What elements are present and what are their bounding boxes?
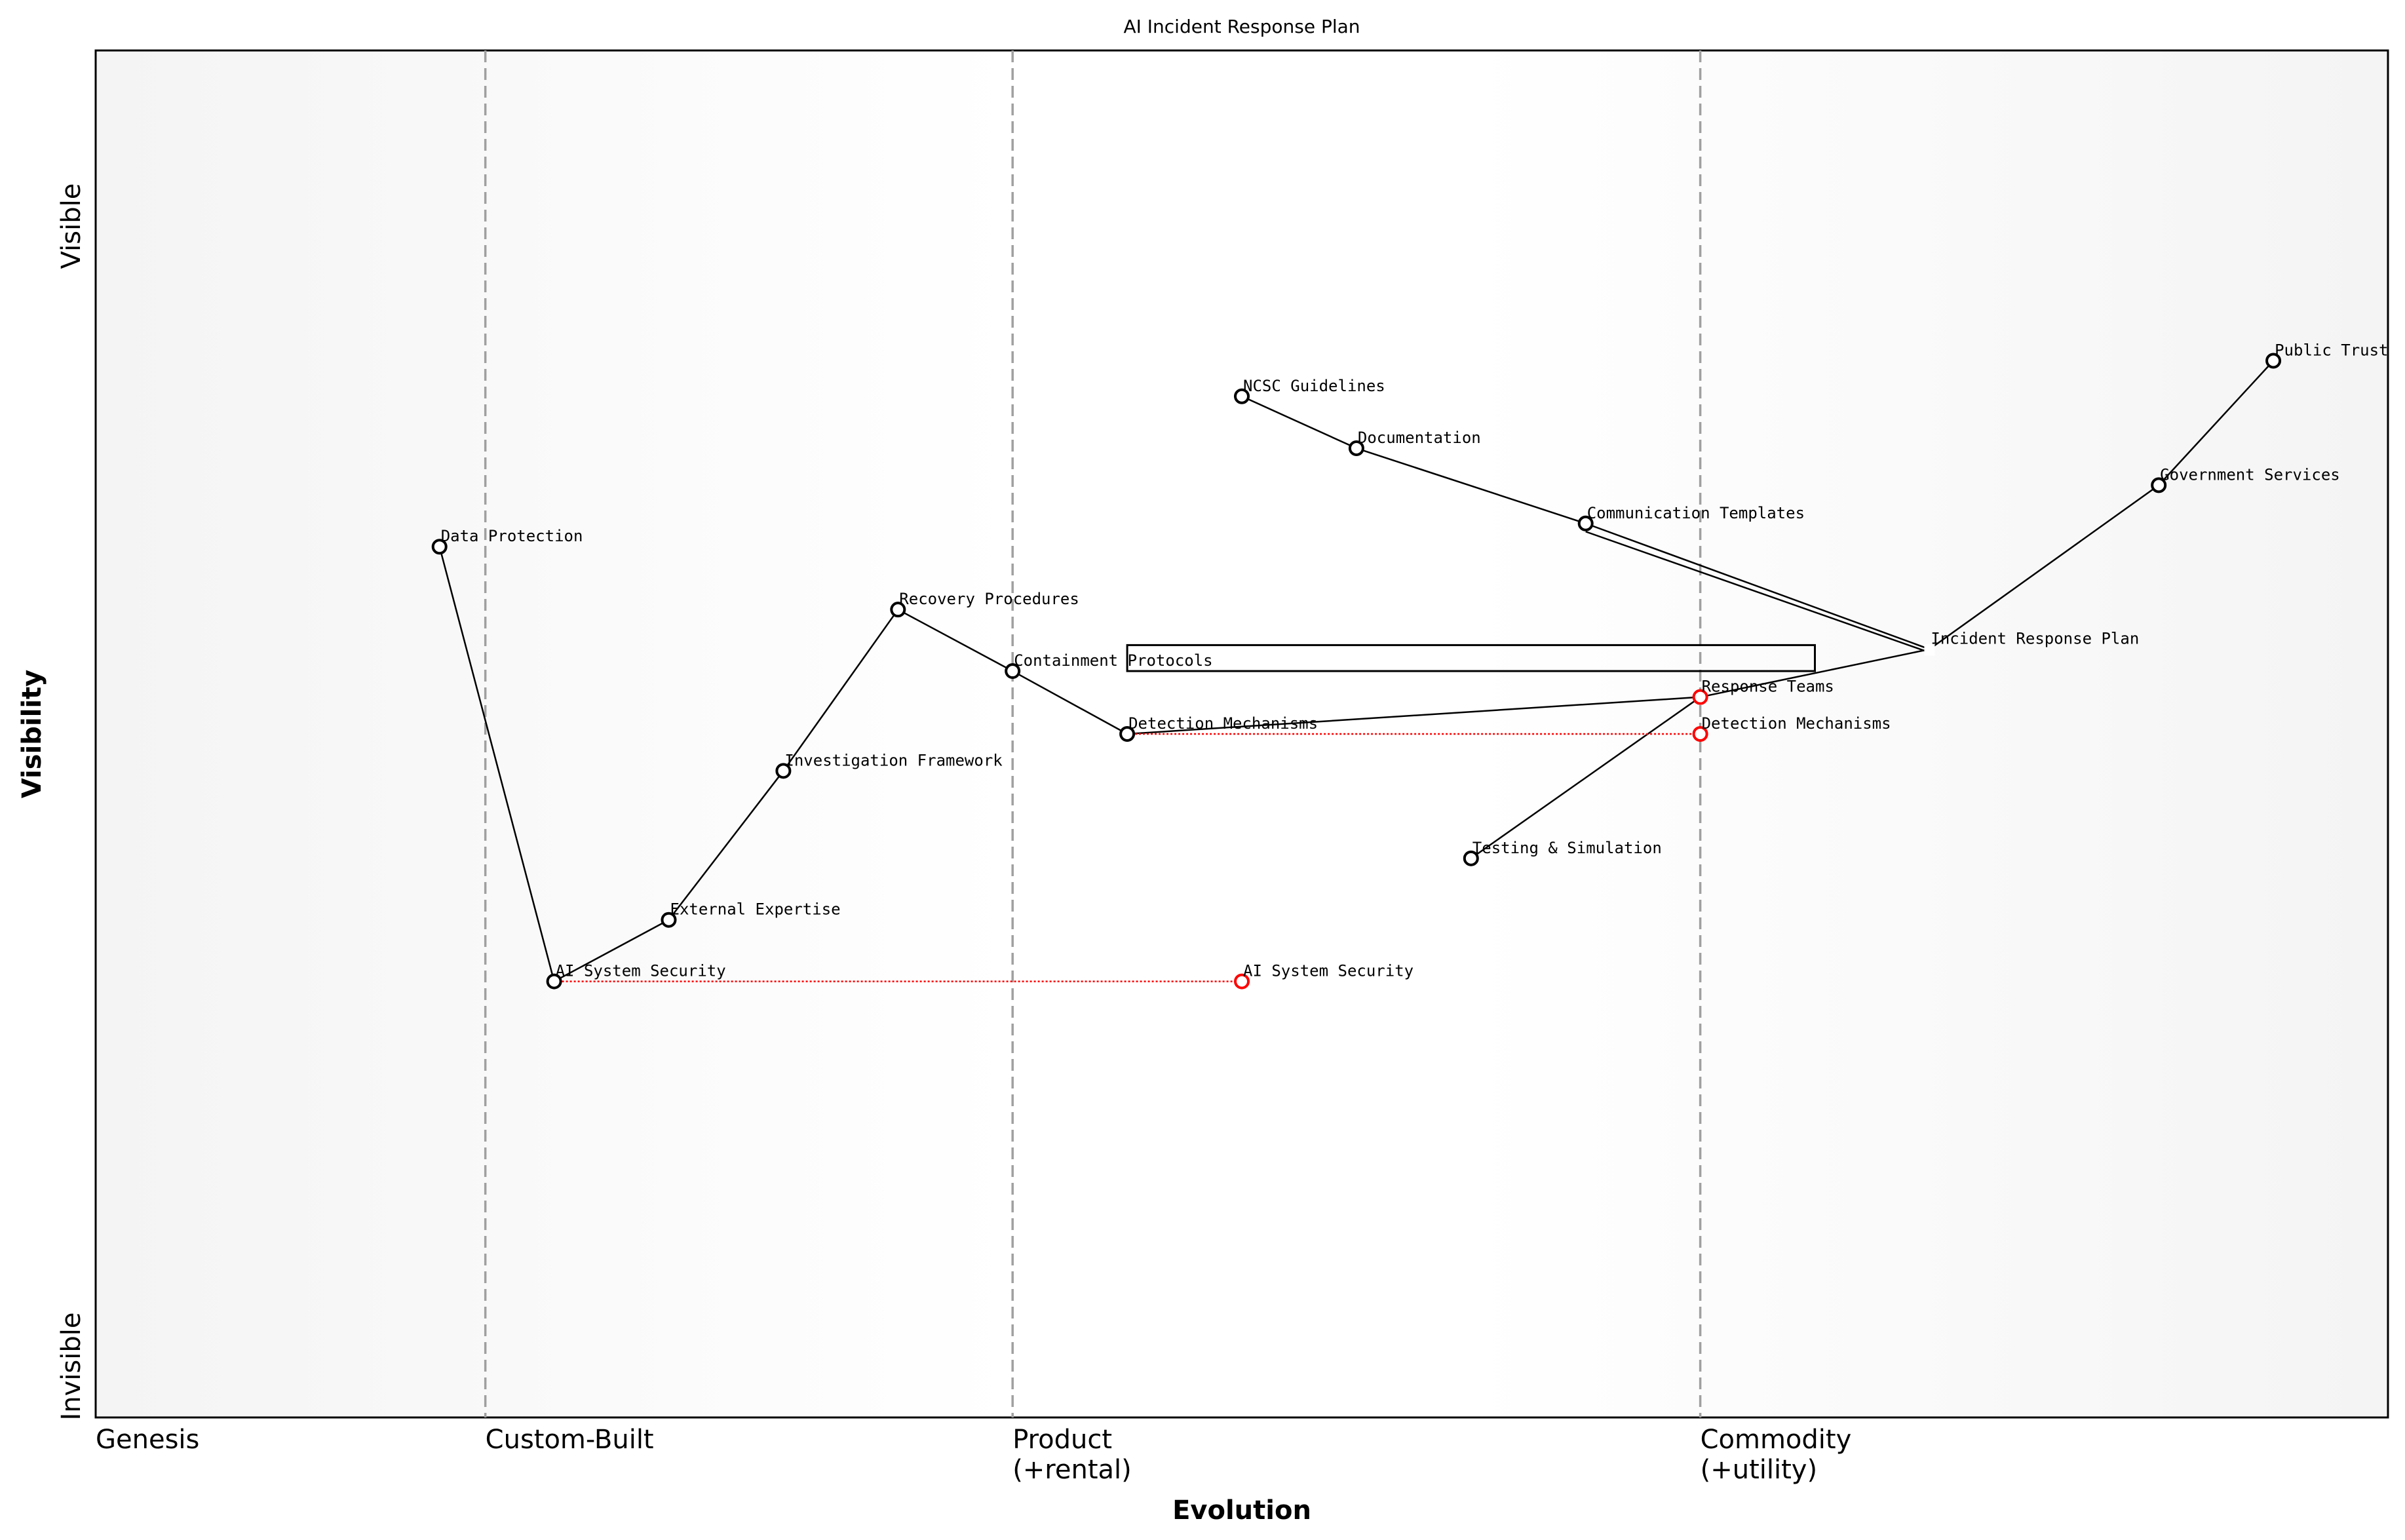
- component-marker: [1348, 440, 1364, 457]
- link-recovery-procedures-investigation-framework: [782, 609, 899, 772]
- component-marker: [2265, 353, 2282, 369]
- component-label: Recovery Procedures: [899, 590, 1079, 608]
- component-marker: [1692, 726, 1708, 742]
- link-incident-response-plan-communication-templates: [1585, 531, 1930, 653]
- component-label: Government Services: [2160, 465, 2340, 484]
- component-containment-protocols[interactable]: Containment Protocols: [1005, 651, 1213, 680]
- component-ai-system-security-evolved[interactable]: AI System Security: [1234, 962, 1414, 990]
- link-response-teams-detection-mechanisms: [1127, 696, 1701, 735]
- component-label: Public Trust: [2275, 341, 2388, 360]
- component-label: AI System Security: [1243, 962, 1414, 980]
- link-incident-response-plan-communication-templates: [1585, 522, 1930, 650]
- component-label: Testing & Simulation: [1472, 839, 1662, 857]
- component-marker: [431, 539, 448, 555]
- component-communication-templates[interactable]: Communication Templates: [1577, 504, 1805, 531]
- component-external-expertise[interactable]: External Expertise: [661, 900, 841, 928]
- component-label: Investigation Framework: [784, 751, 1003, 769]
- component-incident-response-plan[interactable]: Incident Response Plan: [1924, 630, 2139, 656]
- component-marker: [775, 763, 792, 779]
- link-ai-system-security-data-protection: [438, 546, 555, 982]
- component-label: Incident Response Plan: [1931, 630, 2139, 648]
- component-label: External Expertise: [670, 900, 841, 919]
- map-title: AI Incident Response Plan: [1123, 16, 1360, 37]
- component-marker: [2151, 477, 2167, 493]
- component-recovery-procedures[interactable]: Recovery Procedures: [890, 590, 1079, 618]
- link-incident-response-plan-government-services: [1929, 484, 2159, 650]
- stage-label: Product: [1012, 1425, 1112, 1455]
- y-bottom-label: Invisible: [56, 1313, 87, 1421]
- component-label: NCSC Guidelines: [1243, 377, 1385, 395]
- stage-sublabel: (+utility): [1701, 1455, 1817, 1485]
- link-response-teams-testing-simulation: [1471, 696, 1701, 859]
- component-marker: [546, 973, 562, 990]
- link-communication-templates-documentation: [1356, 447, 1587, 524]
- component-marker: [1692, 689, 1708, 705]
- component-label: Data Protection: [441, 527, 583, 545]
- component-marker: [1924, 644, 1935, 656]
- component-data-protection[interactable]: Data Protection: [431, 527, 583, 555]
- annotation-box: [1126, 644, 1816, 672]
- link-external-expertise-ai-system-security: [554, 919, 670, 982]
- component-marker: [1119, 726, 1136, 742]
- component-marker: [1577, 515, 1594, 531]
- y-top-label: Visible: [56, 183, 87, 269]
- y-axis-label: Visibility: [17, 670, 47, 798]
- link-documentation-ncsc-guidelines: [1241, 395, 1357, 450]
- component-public-trust[interactable]: Public Trust: [2265, 341, 2388, 369]
- component-label: Detection Mechanisms: [1128, 714, 1318, 733]
- component-government-services[interactable]: Government Services: [2151, 465, 2340, 493]
- link-investigation-framework-external-expertise: [668, 770, 784, 921]
- component-marker: [1234, 973, 1250, 990]
- component-detection-mechanisms-evolved[interactable]: Detection Mechanisms: [1692, 714, 1891, 742]
- link-detection-mechanisms-containment-protocols: [1012, 670, 1128, 735]
- component-marker: [1234, 388, 1250, 404]
- link-government-services-public-trust: [2158, 360, 2275, 486]
- stage-label: Genesis: [96, 1425, 199, 1455]
- component-label: Documentation: [1358, 429, 1481, 447]
- link-containment-protocols-recovery-procedures: [897, 609, 1013, 672]
- component-testing-simulation[interactable]: Testing & Simulation: [1463, 839, 1662, 866]
- component-ai-system-security[interactable]: AI System Security: [546, 962, 726, 990]
- stage-label: Commodity: [1701, 1425, 1852, 1455]
- component-label: Containment Protocols: [1014, 651, 1212, 670]
- component-marker: [1005, 663, 1021, 680]
- link-incident-response-plan-response-teams: [1700, 648, 1930, 698]
- component-detection-mechanisms[interactable]: Detection Mechanisms: [1119, 714, 1318, 742]
- component-response-teams[interactable]: Response Teams: [1692, 678, 1834, 705]
- component-label: AI System Security: [556, 962, 726, 980]
- x-axis-label: Evolution: [1172, 1495, 1311, 1526]
- stage-sublabel: (+rental): [1012, 1455, 1132, 1485]
- stage-label: Custom-Built: [486, 1425, 654, 1455]
- component-label: Response Teams: [1702, 678, 1834, 696]
- component-documentation[interactable]: Documentation: [1348, 429, 1481, 457]
- component-ncsc-guidelines[interactable]: NCSC Guidelines: [1234, 377, 1385, 404]
- component-marker: [1463, 850, 1479, 866]
- component-marker: [890, 602, 906, 618]
- component-label: Detection Mechanisms: [1702, 714, 1891, 733]
- component-label: Communication Templates: [1587, 504, 1805, 522]
- component-marker: [661, 912, 677, 928]
- component-investigation-framework[interactable]: Investigation Framework: [775, 751, 1003, 779]
